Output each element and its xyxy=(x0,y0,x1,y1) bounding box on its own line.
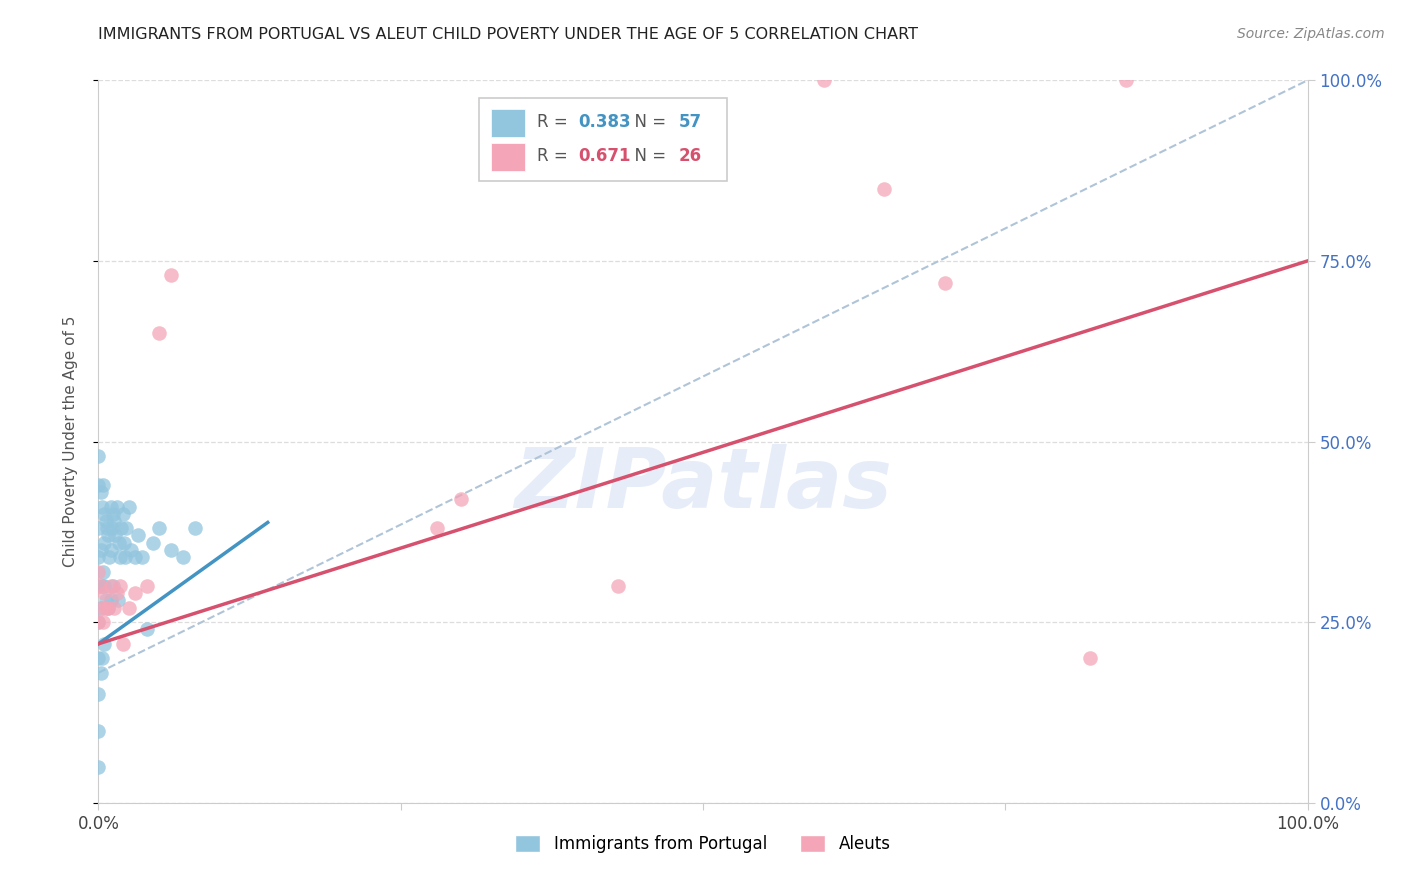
Point xyxy=(87,687,110,701)
Point xyxy=(93,586,115,600)
Point xyxy=(105,500,128,514)
Point xyxy=(1078,651,1101,665)
Point xyxy=(94,514,117,528)
Point xyxy=(124,586,146,600)
Point xyxy=(101,507,124,521)
Point xyxy=(87,651,110,665)
FancyBboxPatch shape xyxy=(479,98,727,181)
Point xyxy=(110,521,132,535)
Point xyxy=(100,542,122,557)
Point xyxy=(120,542,142,557)
Point xyxy=(103,600,125,615)
Point xyxy=(91,565,114,579)
Point xyxy=(108,550,131,565)
Point xyxy=(100,593,122,607)
Point xyxy=(98,550,121,565)
Point xyxy=(813,73,835,87)
Legend: Immigrants from Portugal, Aleuts: Immigrants from Portugal, Aleuts xyxy=(509,828,897,860)
Point xyxy=(87,550,110,565)
Point xyxy=(87,723,110,738)
Point xyxy=(142,535,165,549)
Point xyxy=(450,492,472,507)
Point xyxy=(135,623,157,637)
Point xyxy=(108,535,131,549)
Point xyxy=(184,521,207,535)
Text: N =: N = xyxy=(624,113,672,131)
Point xyxy=(115,521,138,535)
Text: 26: 26 xyxy=(679,147,702,165)
Point xyxy=(97,600,120,615)
Point xyxy=(91,600,114,615)
Point xyxy=(87,565,110,579)
Point xyxy=(90,485,112,500)
Point xyxy=(111,507,134,521)
Point xyxy=(103,514,125,528)
Point xyxy=(105,586,128,600)
Point xyxy=(135,579,157,593)
Point xyxy=(1115,73,1137,87)
Text: 0.671: 0.671 xyxy=(578,147,631,165)
Point xyxy=(91,478,114,492)
Point xyxy=(112,535,135,549)
Point xyxy=(148,521,170,535)
FancyBboxPatch shape xyxy=(492,109,526,136)
Point xyxy=(91,579,114,593)
Point xyxy=(108,579,131,593)
Point xyxy=(94,593,117,607)
Text: R =: R = xyxy=(537,147,574,165)
Point xyxy=(111,637,134,651)
Text: IMMIGRANTS FROM PORTUGAL VS ALEUT CHILD POVERTY UNDER THE AGE OF 5 CORRELATION C: IMMIGRANTS FROM PORTUGAL VS ALEUT CHILD … xyxy=(98,27,918,42)
Point xyxy=(934,276,956,290)
Point xyxy=(93,637,115,651)
Point xyxy=(100,521,122,535)
Point xyxy=(94,600,117,615)
FancyBboxPatch shape xyxy=(492,143,526,170)
Point xyxy=(114,550,136,565)
Point xyxy=(87,478,110,492)
Point xyxy=(91,651,114,665)
Point xyxy=(131,550,153,565)
Point xyxy=(90,542,112,557)
Point xyxy=(91,615,114,630)
Point xyxy=(118,600,141,615)
Point xyxy=(160,268,183,283)
Point xyxy=(148,326,170,340)
Point xyxy=(101,579,124,593)
Point xyxy=(124,550,146,565)
Y-axis label: Child Poverty Under the Age of 5: Child Poverty Under the Age of 5 xyxy=(63,316,77,567)
Point xyxy=(172,550,194,565)
Point xyxy=(93,535,115,549)
Text: R =: R = xyxy=(537,113,574,131)
Point xyxy=(87,615,110,630)
Point xyxy=(160,542,183,557)
Point xyxy=(90,579,112,593)
Point xyxy=(873,182,896,196)
Point xyxy=(104,528,127,542)
Point xyxy=(97,528,120,542)
Point xyxy=(90,600,112,615)
Text: 0.383: 0.383 xyxy=(578,113,631,131)
Text: 57: 57 xyxy=(679,113,702,131)
Point xyxy=(100,500,122,514)
Point xyxy=(97,600,120,615)
Point xyxy=(426,521,449,535)
Point xyxy=(93,507,115,521)
Point xyxy=(91,500,114,514)
Point xyxy=(87,615,110,630)
Point xyxy=(96,521,118,535)
Point xyxy=(107,593,129,607)
Point xyxy=(87,760,110,774)
Point xyxy=(87,579,110,593)
Point xyxy=(127,528,149,542)
Point xyxy=(100,579,122,593)
Point xyxy=(93,579,115,593)
Text: ZIPatlas: ZIPatlas xyxy=(515,444,891,525)
Point xyxy=(87,449,110,463)
Point xyxy=(87,521,110,535)
Text: N =: N = xyxy=(624,147,672,165)
Point xyxy=(118,500,141,514)
Point xyxy=(90,665,112,680)
Point xyxy=(607,579,630,593)
Text: Source: ZipAtlas.com: Source: ZipAtlas.com xyxy=(1237,27,1385,41)
